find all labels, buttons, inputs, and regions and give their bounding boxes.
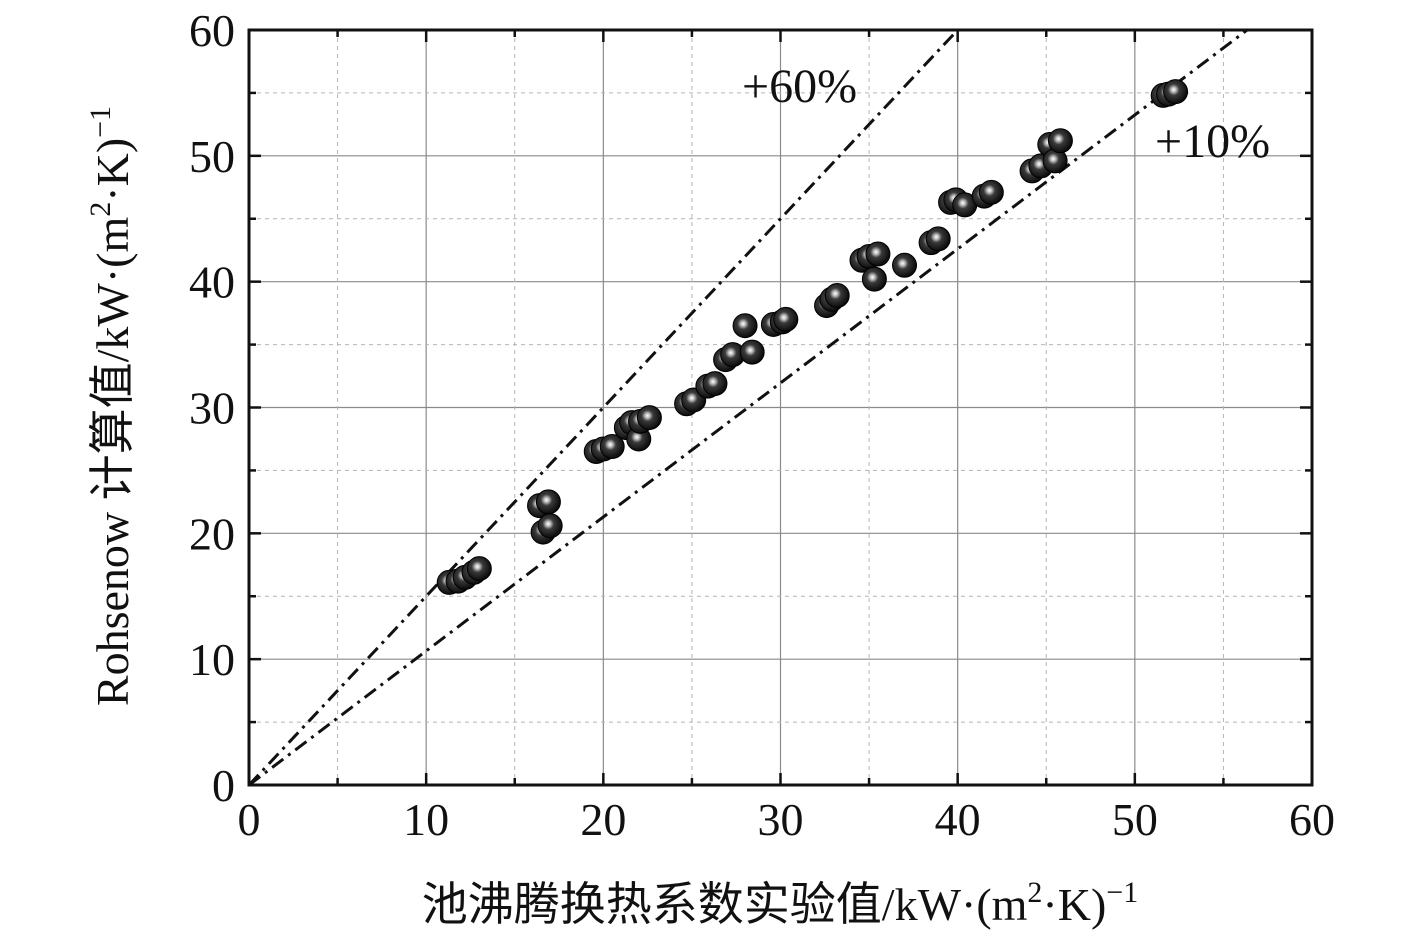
data-point bbox=[892, 252, 918, 278]
data-point bbox=[739, 339, 765, 365]
reference-line-plus-60 bbox=[247, 28, 959, 787]
reference-line-plus-10 bbox=[248, 28, 1249, 787]
y-tick-label: 60 bbox=[189, 5, 235, 56]
annotation-plus-10: +10% bbox=[1155, 115, 1270, 168]
x-tick-label: 40 bbox=[935, 794, 981, 845]
y-axis-title: Rohsenow 计算值/kW·(m2·K)−1 bbox=[84, 106, 138, 706]
data-point bbox=[535, 489, 561, 515]
x-tick-label: 10 bbox=[403, 794, 449, 845]
y-tick-label: 30 bbox=[189, 383, 235, 434]
x-tick-label: 30 bbox=[758, 794, 804, 845]
data-point bbox=[466, 556, 492, 582]
x-tick-label: 0 bbox=[238, 794, 261, 845]
x-tick-label: 60 bbox=[1289, 794, 1335, 845]
data-point bbox=[824, 283, 850, 309]
data-point bbox=[732, 313, 758, 339]
y-tick-label: 0 bbox=[212, 760, 235, 811]
data-point bbox=[636, 405, 662, 431]
x-tick-label: 20 bbox=[580, 794, 626, 845]
y-tick-label: 50 bbox=[189, 131, 235, 182]
axis-ticks: 0 10 20 30 40 50 60 0 10 20 30 40 50 60 bbox=[189, 5, 1335, 845]
data-point bbox=[1163, 79, 1189, 105]
y-tick-label: 20 bbox=[189, 508, 235, 559]
y-tick-label: 40 bbox=[189, 257, 235, 308]
x-axis-title: 池沸腾换热系数实验值/kW·(m2·K)−1 bbox=[422, 876, 1138, 930]
x-tick-label: 50 bbox=[1112, 794, 1158, 845]
data-point bbox=[537, 513, 563, 539]
data-point bbox=[599, 434, 625, 460]
data-point bbox=[925, 226, 951, 252]
data-points bbox=[436, 79, 1189, 595]
grid-lines bbox=[249, 30, 1312, 785]
reference-lines bbox=[247, 28, 1249, 787]
data-point bbox=[865, 241, 891, 267]
data-point bbox=[773, 306, 799, 332]
annotation-plus-60: +60% bbox=[742, 60, 857, 113]
data-point bbox=[861, 266, 887, 292]
data-point bbox=[702, 371, 728, 397]
y-tick-label: 10 bbox=[189, 634, 235, 685]
data-point bbox=[1047, 128, 1073, 154]
data-point bbox=[978, 179, 1004, 205]
